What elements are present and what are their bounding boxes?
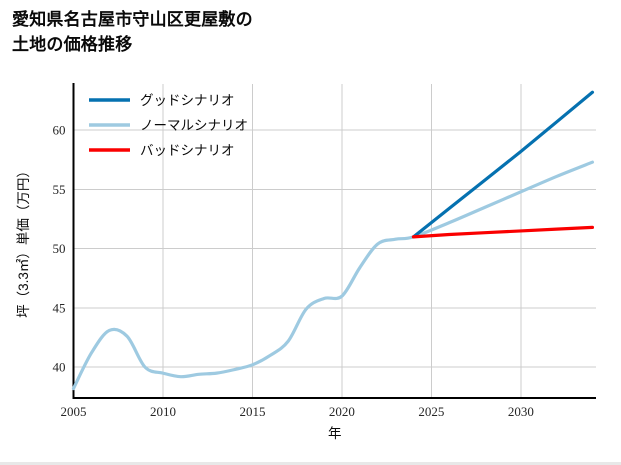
y-tick-label: 45	[53, 300, 66, 315]
legend-label: バッドシナリオ	[140, 143, 235, 158]
y-tick-label: 50	[53, 241, 66, 256]
x-tick-label: 2025	[418, 404, 444, 419]
x-tick-label: 2020	[329, 404, 355, 419]
data-series	[71, 90, 595, 391]
x-tick-label: 2005	[61, 404, 87, 419]
y-tick-label: 60	[53, 123, 66, 138]
y-axis-title: 坪（3.3㎡）単価（万円）	[16, 164, 31, 318]
y-tick-label: 40	[53, 360, 66, 375]
legend-label: グッドシナリオ	[140, 93, 235, 108]
series-line-good	[411, 90, 595, 239]
window-bottom-edge	[0, 462, 621, 465]
series-line-bad	[411, 225, 595, 239]
x-tick-label: 2015	[239, 404, 265, 419]
x-axis-title: 年	[328, 426, 342, 441]
x-tick-label: 2010	[150, 404, 176, 419]
y-tick-labels: 40 45 50 55 60	[53, 123, 66, 375]
legend-label: ノーマルシナリオ	[140, 118, 248, 133]
y-tick-label: 55	[53, 182, 66, 197]
axis-spines	[72, 83, 596, 399]
chart-title: 愛知県名古屋市守山区更屋敷の 土地の価格推移	[12, 10, 253, 54]
series-line-normal	[71, 160, 595, 391]
axis-titles: 年 坪（3.3㎡）単価（万円）	[16, 164, 342, 441]
x-tick-labels: 2005 2010 2015 2020 2025 2030	[61, 404, 534, 419]
x-tick-label: 2030	[508, 404, 534, 419]
